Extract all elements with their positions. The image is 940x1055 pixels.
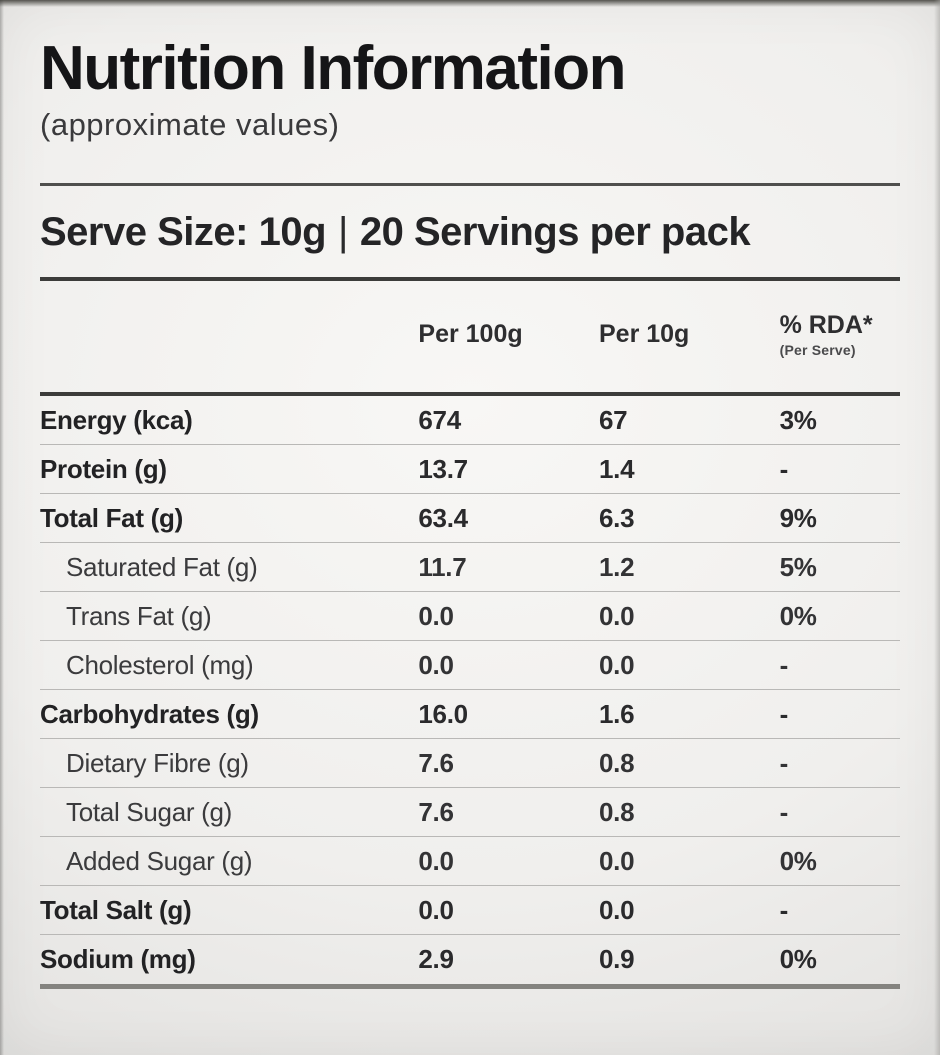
subtitle: (approximate values) xyxy=(40,107,340,143)
per-100g-value: 13.7 xyxy=(418,453,468,484)
rda-value: 3% xyxy=(779,404,817,435)
nutrient-label: Total Fat (g) xyxy=(40,502,183,533)
column-header-per-10g: Per 10g xyxy=(598,320,690,349)
table-row: Energy (kca) 674 67 3% xyxy=(40,396,900,446)
divider-top xyxy=(40,183,900,187)
rda-value: 9% xyxy=(779,502,817,533)
rda-value: - xyxy=(779,894,789,925)
serving-separator: | xyxy=(338,210,348,255)
table-header-row: Per 100g Per 10g % RDA* (Per Serve) xyxy=(40,281,900,392)
divider-table-bottom xyxy=(40,984,900,990)
divider-serving-bottom xyxy=(40,277,900,282)
nutrient-label: Saturated Fat (g) xyxy=(66,551,258,582)
nutrient-label: Trans Fat (g) xyxy=(66,600,212,631)
photo-edge-right xyxy=(934,0,940,1055)
column-header-per-100g: Per 100g xyxy=(418,320,523,349)
per-100g-value: 7.6 xyxy=(418,747,454,778)
rda-value: - xyxy=(779,796,789,827)
table-row: Saturated Fat (g) 11.7 1.2 5% xyxy=(40,543,900,593)
rda-value: - xyxy=(779,698,789,729)
per-10g-value: 0.8 xyxy=(598,747,635,778)
rda-value: - xyxy=(779,649,789,680)
per-10g-value: 67 xyxy=(598,404,628,435)
table-row: Cholesterol (mg) 0.0 0.0 - xyxy=(40,641,900,691)
per-100g-value: 11.7 xyxy=(418,551,467,582)
per-100g-value: 7.6 xyxy=(418,796,454,827)
rda-value: - xyxy=(779,453,789,484)
table-row: Total Sugar (g) 7.6 0.8 - xyxy=(40,788,900,838)
nutrient-label: Protein (g) xyxy=(40,453,167,484)
nutrient-label: Energy (kca) xyxy=(40,404,193,435)
nutrient-rows: Energy (kca) 674 67 3% Protein (g) 13.7 … xyxy=(40,396,900,984)
servings-per-pack-text: 20 Servings per pack xyxy=(359,210,751,255)
per-10g-value: 0.0 xyxy=(598,600,635,631)
rda-value: 5% xyxy=(779,551,817,582)
per-10g-value: 0.9 xyxy=(598,944,635,975)
per-100g-value: 674 xyxy=(418,404,461,435)
per-100g-value: 0.0 xyxy=(418,600,454,631)
photo-edge-top xyxy=(0,0,940,7)
rda-value: 0% xyxy=(779,600,817,631)
nutrient-label: Total Sugar (g) xyxy=(66,796,233,827)
per-100g-value: 0.0 xyxy=(418,894,454,925)
per-10g-value: 6.3 xyxy=(598,502,635,533)
table-row: Total Salt (g) 0.0 0.0 - xyxy=(40,886,900,936)
per-10g-value: 0.8 xyxy=(598,796,635,827)
serving-info: Serve Size: 10g | 20 Servings per pack xyxy=(40,186,900,277)
per-10g-value: 1.4 xyxy=(598,453,635,484)
table-row: Carbohydrates (g) 16.0 1.6 - xyxy=(40,690,900,740)
table-row: Added Sugar (g) 0.0 0.0 0% xyxy=(40,837,900,887)
table-row: Protein (g) 13.7 1.4 - xyxy=(40,445,900,495)
nutrient-label: Total Salt (g) xyxy=(40,894,192,925)
nutrient-label: Carbohydrates (g) xyxy=(40,698,259,729)
per-10g-value: 0.0 xyxy=(598,845,635,876)
photo-edge-left xyxy=(0,0,4,1055)
per-100g-value: 16.0 xyxy=(418,698,468,729)
table-row: Trans Fat (g) 0.0 0.0 0% xyxy=(40,592,900,642)
nutrient-label: Sodium (mg) xyxy=(40,944,196,975)
rda-value: - xyxy=(779,747,789,778)
rda-value: 0% xyxy=(779,845,817,876)
table-row: Sodium (mg) 2.9 0.9 0% xyxy=(40,935,900,984)
per-10g-value: 1.6 xyxy=(598,698,635,729)
column-header-rda: % RDA* (Per Serve) xyxy=(780,311,900,358)
per-100g-value: 2.9 xyxy=(418,944,454,975)
per-10g-value: 1.2 xyxy=(598,551,635,582)
rda-subnote: (Per Serve) xyxy=(779,342,856,359)
rda-label: % RDA* xyxy=(779,311,873,340)
page-title: Nutrition Information xyxy=(40,34,626,103)
nutrient-label: Dietary Fibre (g) xyxy=(66,747,249,778)
nutrient-label: Added Sugar (g) xyxy=(66,845,253,876)
per-10g-value: 0.0 xyxy=(598,894,635,925)
table-row: Total Fat (g) 63.4 6.3 9% xyxy=(40,494,900,544)
nutrient-label: Cholesterol (mg) xyxy=(66,649,254,680)
per-100g-value: 0.0 xyxy=(418,649,454,680)
table-row: Dietary Fibre (g) 7.6 0.8 - xyxy=(40,739,900,789)
per-10g-value: 0.0 xyxy=(598,649,635,680)
per-100g-value: 0.0 xyxy=(418,845,454,876)
rda-value: 0% xyxy=(779,944,817,975)
serve-size-text: Serve Size: 10g xyxy=(40,210,327,255)
divider-header-bottom xyxy=(40,392,900,397)
per-100g-value: 63.4 xyxy=(418,502,468,533)
